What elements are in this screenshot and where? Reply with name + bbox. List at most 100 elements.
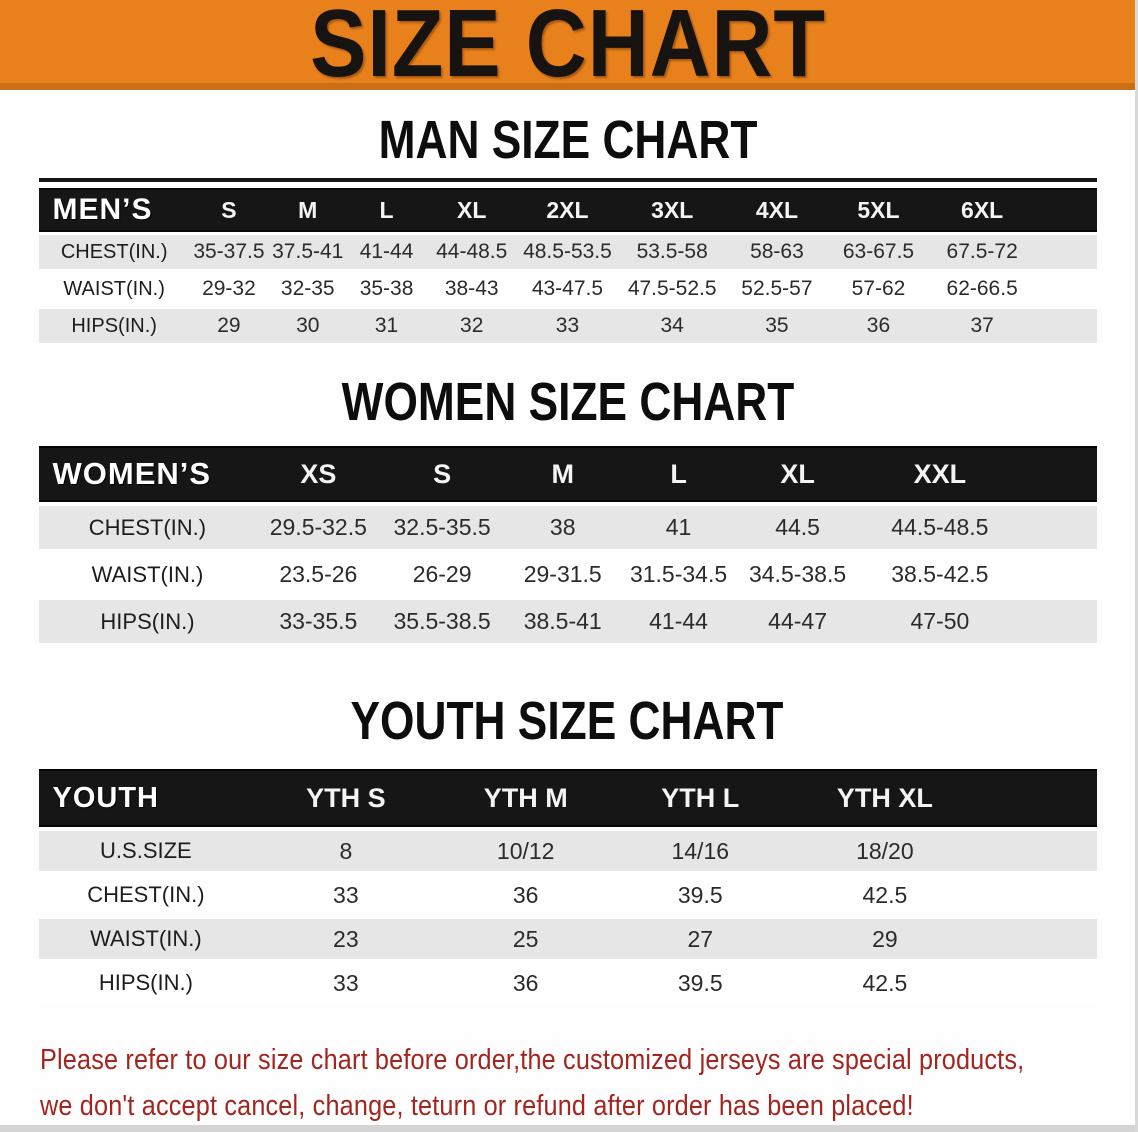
men-size-table-value-cell: 63-67.5 xyxy=(826,235,931,269)
page-title: SIZE CHART xyxy=(309,0,826,90)
men-size-table-value-cell: 58-63 xyxy=(727,235,827,269)
banner: SIZE CHART xyxy=(0,0,1135,90)
men-size-table-value-cell: 67.5-72 xyxy=(930,235,1034,269)
disclaimer-note: Please refer to our size chart before or… xyxy=(40,1037,1135,1129)
youth-size-table-row-label: U.S.SIZE xyxy=(38,831,254,871)
men-size-table-column-header: 4XL xyxy=(727,188,827,232)
youth-size-table-header-filler xyxy=(982,769,1097,827)
women-size-table-row: HIPS(IN.) 33-35.5 35.5-38.5 38.5-41 41-44 44-… xyxy=(38,600,1097,643)
youth-size-table-value-cell: 25 xyxy=(438,919,613,959)
men-size-table-value-cell: 62-66.5 xyxy=(930,272,1034,306)
women-size-table-header-filler xyxy=(1020,446,1097,502)
youth-size-table-value-cell: 39.5 xyxy=(612,963,788,1003)
women-size-table-value-cell: 33-35.5 xyxy=(256,600,381,643)
youth-size-table-row-filler xyxy=(982,919,1097,959)
women-size-table-value-cell: 44.5-48.5 xyxy=(859,506,1021,549)
women-size-table-column-header: XS xyxy=(256,446,381,502)
men-size-table-header-filler xyxy=(1033,188,1097,232)
women-size-table-value-cell: 41 xyxy=(621,506,736,549)
men-size-table-value-cell: 35 xyxy=(727,309,827,343)
youth-size-table-column-header: YTH M xyxy=(438,769,613,827)
men-section-heading-text: MAN SIZE CHART xyxy=(378,110,757,170)
women-size-table-value-cell: 29-31.5 xyxy=(504,553,622,596)
youth-size-table-value-cell: 36 xyxy=(438,963,613,1003)
men-size-table-value-cell: 37.5-41 xyxy=(268,235,348,269)
men-size-table-column-header: L xyxy=(347,188,426,232)
youth-size-table-value-cell: 18/20 xyxy=(787,831,983,871)
women-size-table: WOMEN’S XS S M L XL XXL CHEST(IN.) 29.5-32.5 32.5… xyxy=(38,442,1097,647)
youth-size-table-header-row: YOUTH YTH S YTH M YTH L YTH XL xyxy=(38,769,1097,827)
youth-size-table-row: CHEST(IN.) 33 36 39.5 42.5 xyxy=(38,875,1097,915)
women-size-table-value-cell: 23.5-26 xyxy=(256,553,381,596)
men-size-table-row-filler xyxy=(1033,272,1097,306)
youth-size-table-row: U.S.SIZE 8 10/12 14/16 18/20 xyxy=(38,831,1097,871)
men-size-table-column-header: M xyxy=(268,188,348,232)
women-size-table-column-header: L xyxy=(621,446,736,502)
men-size-table-column-header: S xyxy=(189,188,269,232)
youth-size-table-row-label: CHEST(IN.) xyxy=(38,875,254,915)
women-size-table-value-cell: 44.5 xyxy=(735,506,860,549)
youth-size-table-value-cell: 8 xyxy=(253,831,439,871)
women-size-table-header-row: WOMEN’S XS S M L XL XXL xyxy=(38,446,1097,502)
youth-size-table-value-cell: 23 xyxy=(253,919,439,959)
men-table-top-rule xyxy=(38,178,1097,182)
men-size-table-column-header: XL xyxy=(425,188,518,232)
women-size-table-row-label: HIPS(IN.) xyxy=(38,600,257,643)
youth-size-table-value-cell: 39.5 xyxy=(612,875,788,915)
men-size-table-value-cell: 47.5-52.5 xyxy=(617,272,728,306)
men-size-table-row: HIPS(IN.) 29 30 31 32 33 34 35 36 37 xyxy=(38,309,1097,343)
men-size-table-value-cell: 36 xyxy=(826,309,931,343)
men-size-table-value-cell: 35-37.5 xyxy=(189,235,269,269)
youth-section-heading: YOUTH SIZE CHART xyxy=(0,694,1135,748)
women-size-table-row: CHEST(IN.) 29.5-32.5 32.5-35.5 38 41 44.5 44.5… xyxy=(38,506,1097,549)
women-size-table-value-cell: 44-47 xyxy=(735,600,860,643)
youth-size-table-column-header: YTH S xyxy=(253,769,439,827)
men-size-table-row-filler xyxy=(1033,309,1097,343)
youth-size-table: YOUTH YTH S YTH M YTH L YTH XL U.S.SIZE 8 10/12… xyxy=(38,765,1097,1007)
men-size-table-header-row: MEN’S S M L XL 2XL 3XL 4XL 5XL 6XL xyxy=(38,188,1097,232)
men-size-table-row: CHEST(IN.) 35-37.5 37.5-41 41-44 44-48.5 48.5… xyxy=(38,235,1097,269)
women-size-table-row-label: WAIST(IN.) xyxy=(38,553,257,596)
women-size-table-value-cell: 34.5-38.5 xyxy=(735,553,860,596)
men-size-table-value-cell: 37 xyxy=(930,309,1034,343)
women-size-table-row: WAIST(IN.) 23.5-26 26-29 29-31.5 31.5-34.5 34… xyxy=(38,553,1097,596)
women-size-table-value-cell: 35.5-38.5 xyxy=(380,600,504,643)
youth-size-table-row-label: WAIST(IN.) xyxy=(38,919,254,959)
men-size-table-value-cell: 38-43 xyxy=(425,272,518,306)
women-size-table-column-header: XXL xyxy=(859,446,1021,502)
women-size-table-value-cell: 29.5-32.5 xyxy=(256,506,381,549)
women-size-table-value-cell: 32.5-35.5 xyxy=(380,506,504,549)
women-size-table-column-header: M xyxy=(504,446,622,502)
women-size-table-value-cell: 38.5-41 xyxy=(504,600,622,643)
women-table-wrap: WOMEN’S XS S M L XL XXL CHEST(IN.) 29.5-32.5 32.5… xyxy=(38,442,1097,647)
youth-size-table-row-filler xyxy=(982,831,1097,871)
men-section-heading: MAN SIZE CHART xyxy=(0,110,1135,170)
men-size-table-value-cell: 32 xyxy=(425,309,518,343)
youth-size-table-row: WAIST(IN.) 23 25 27 29 xyxy=(38,919,1097,959)
women-size-table-value-cell: 26-29 xyxy=(380,553,504,596)
disclaimer-line-2: we don't accept cancel, change, teturn o… xyxy=(40,1090,914,1122)
women-size-table-value-cell: 41-44 xyxy=(621,600,736,643)
men-size-table: MEN’S S M L XL 2XL 3XL 4XL 5XL 6XL CHEST(IN.) 35-37… xyxy=(38,185,1097,346)
women-size-table-value-cell: 31.5-34.5 xyxy=(621,553,736,596)
women-size-table-row-filler xyxy=(1020,506,1097,549)
women-size-table-row-filler xyxy=(1020,553,1097,596)
women-section-heading-text: WOMEN SIZE CHART xyxy=(341,372,794,432)
men-size-table-value-cell: 41-44 xyxy=(347,235,426,269)
youth-size-table-column-header: YTH XL xyxy=(787,769,983,827)
youth-size-table-column-header: YTH L xyxy=(612,769,788,827)
women-size-table-row-filler xyxy=(1020,600,1097,643)
men-size-table-value-cell: 52.5-57 xyxy=(727,272,827,306)
youth-size-table-value-cell: 42.5 xyxy=(787,875,983,915)
youth-size-table-value-cell: 33 xyxy=(253,875,439,915)
men-size-table-column-header: 5XL xyxy=(826,188,931,232)
youth-size-table-row-label: HIPS(IN.) xyxy=(38,963,254,1003)
men-size-table-value-cell: 29 xyxy=(189,309,269,343)
men-size-table-value-cell: 35-38 xyxy=(347,272,426,306)
men-size-table-column-header: 6XL xyxy=(930,188,1034,232)
youth-size-table-value-cell: 27 xyxy=(612,919,788,959)
women-size-table-value-cell: 38.5-42.5 xyxy=(859,553,1021,596)
men-size-table-row: WAIST(IN.) 29-32 32-35 35-38 38-43 43-47.5 47.… xyxy=(38,272,1097,306)
youth-size-table-header-label: YOUTH xyxy=(38,769,254,827)
